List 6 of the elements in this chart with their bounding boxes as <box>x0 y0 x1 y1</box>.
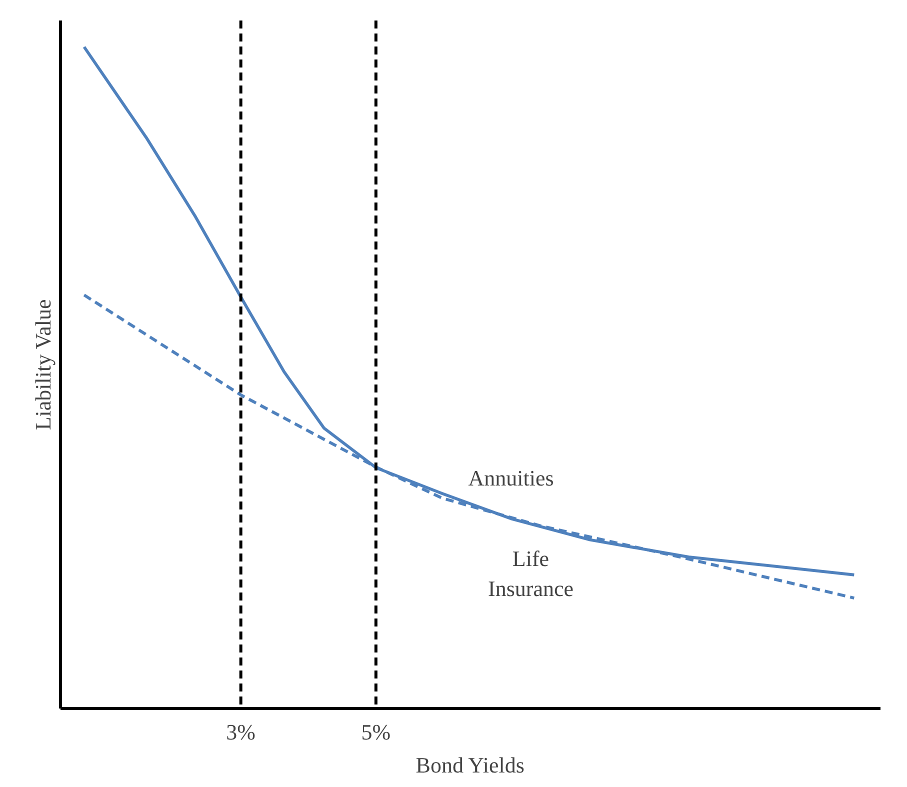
y-axis-title: Liability Value <box>30 299 56 430</box>
x-tick-label: 5% <box>361 720 391 744</box>
x-tick-label: 3% <box>226 720 256 744</box>
x-axis-title: Bond Yields <box>416 752 524 778</box>
series-label: Life Insurance <box>488 546 574 601</box>
series-label: Annuities <box>468 466 554 491</box>
